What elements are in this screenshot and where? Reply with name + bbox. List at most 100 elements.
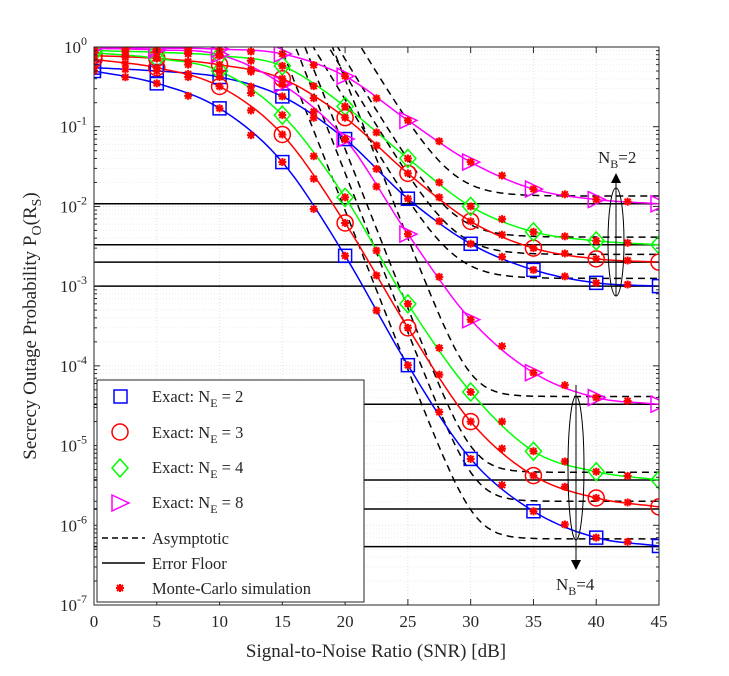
legend-label-monte-carlo: Monte-Carlo simulation — [152, 579, 311, 598]
monte-carlo-point — [246, 56, 255, 65]
x-axis-title: Signal-to-Noise Ratio (SNR) [dB] — [246, 641, 506, 662]
monte-carlo-point — [184, 73, 193, 82]
monte-carlo-point — [466, 387, 475, 396]
monte-carlo-point — [372, 271, 381, 280]
monte-carlo-point — [184, 47, 193, 53]
asterisk-stroke — [247, 131, 255, 139]
monte-carlo-point — [466, 217, 475, 226]
asterisk-stroke — [310, 205, 318, 213]
x-tick-label: 25 — [399, 612, 416, 631]
monte-carlo-point — [592, 533, 601, 542]
diamond-marker — [461, 381, 480, 403]
circle-marker — [461, 412, 480, 431]
circle-marker — [587, 489, 605, 507]
square-marker — [94, 60, 102, 75]
monte-carlo-point — [466, 202, 475, 211]
asterisk-stroke — [247, 65, 255, 74]
monte-carlo-point — [246, 47, 255, 56]
asterisk-stroke — [404, 300, 412, 308]
asterisk-stroke — [94, 54, 98, 60]
x-tick-label: 35 — [525, 612, 542, 631]
asterisk-stroke — [215, 104, 224, 113]
asterisk-stroke — [498, 417, 506, 426]
x-tick-label: 15 — [274, 612, 291, 631]
monte-carlo-point — [592, 493, 601, 502]
legend-item-ne3: Exact: NE = 3 — [111, 423, 243, 446]
y-tick-label: 10-4 — [60, 353, 87, 376]
diamond-marker — [336, 187, 355, 208]
monte-carlo-point — [560, 457, 569, 466]
monte-carlo-point — [152, 79, 161, 88]
square-marker — [651, 538, 659, 554]
monte-carlo-point — [403, 323, 412, 332]
asterisk-stroke — [94, 66, 98, 72]
monte-carlo-point — [372, 182, 381, 191]
monte-carlo-point — [278, 130, 287, 139]
monte-carlo-point — [121, 65, 130, 74]
asterisk-stroke — [529, 471, 538, 480]
circle-marker — [94, 50, 103, 69]
square-marker — [337, 131, 353, 147]
monte-carlo-point — [341, 102, 350, 111]
diamond-marker — [524, 441, 543, 462]
asterisk-stroke — [184, 73, 192, 81]
monte-carlo-point — [623, 498, 632, 507]
asterisk-stroke — [623, 256, 632, 265]
legend-circle-marker — [111, 423, 129, 441]
monte-carlo-point — [592, 254, 601, 263]
monte-carlo-point — [592, 393, 601, 402]
y-tick-label: 10-6 — [60, 512, 87, 535]
asterisk-stroke — [278, 62, 287, 70]
nb2-label: NB=2 — [598, 148, 636, 171]
asterisk-stroke — [466, 217, 475, 226]
asterisk-stroke — [592, 468, 600, 476]
monte-carlo-point — [278, 80, 287, 89]
monte-carlo-point — [623, 238, 632, 247]
asymptotic-curve-nb4 — [304, 47, 659, 474]
asterisk-stroke — [278, 130, 287, 139]
asterisk-stroke — [623, 197, 632, 206]
monte-carlo-point — [498, 171, 507, 180]
asterisk-stroke — [94, 69, 98, 75]
asterisk-stroke — [561, 190, 569, 199]
asterisk-stroke — [372, 94, 381, 103]
nb2-annotation: NB=2 — [598, 148, 636, 297]
x-tick-label: 45 — [651, 612, 668, 631]
asterisk-stroke — [592, 279, 600, 287]
asterisk-stroke — [404, 169, 412, 178]
asterisk-stroke — [247, 57, 255, 65]
asterisk-stroke — [466, 388, 475, 396]
asterisk-stroke — [215, 51, 224, 59]
monte-carlo-point — [560, 232, 569, 241]
monte-carlo-point — [278, 61, 287, 70]
legend-item-floor: Error Floor — [102, 554, 227, 573]
y-tick-label: 10-2 — [60, 193, 87, 216]
monte-carlo-point — [215, 60, 224, 69]
asterisk-stroke — [592, 533, 600, 542]
monte-carlo-point — [403, 194, 412, 203]
legend-label-ne4: Exact: NE = 4 — [152, 458, 243, 481]
asterisk-stroke — [310, 82, 318, 90]
asterisk-stroke — [153, 63, 161, 72]
asterisk-stroke — [310, 61, 318, 69]
square-marker — [463, 236, 478, 252]
asterisk-stroke — [278, 50, 287, 58]
diamond-marker — [587, 230, 606, 251]
asterisk-stroke — [310, 114, 318, 122]
monte-carlo-point — [372, 306, 381, 315]
legend-label-ne3: Exact: NE = 3 — [152, 423, 243, 446]
circle-marker — [399, 164, 417, 183]
monte-carlo-point — [498, 215, 507, 224]
monte-carlo-point — [309, 152, 318, 161]
asymptotic-curve-nb2 — [360, 47, 659, 197]
circle-marker — [273, 125, 292, 144]
square-marker — [400, 191, 416, 206]
monte-carlo-point — [435, 370, 444, 379]
monte-carlo-point — [309, 94, 318, 103]
circle-marker — [650, 498, 659, 516]
monte-carlo-point — [372, 246, 381, 255]
asterisk-stroke — [498, 253, 506, 261]
monte-carlo-point — [372, 141, 381, 150]
asterisk-stroke — [498, 215, 506, 223]
